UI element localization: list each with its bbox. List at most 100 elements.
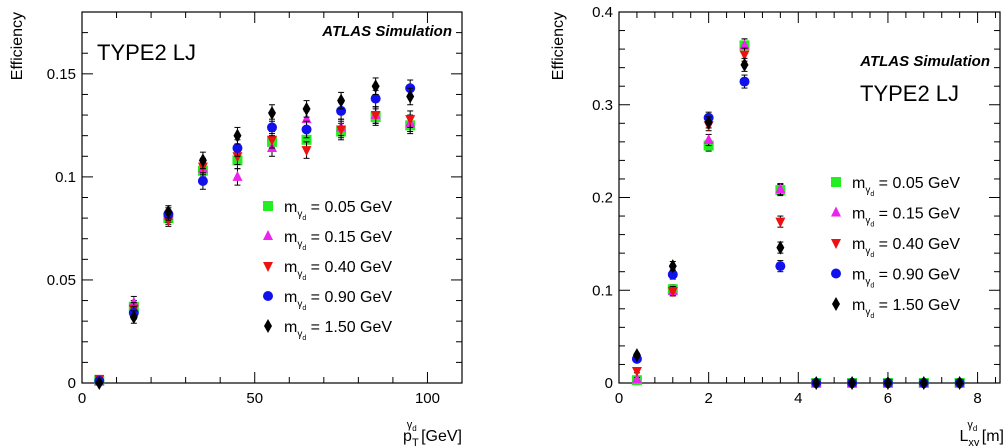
y-tick-label: 0.15 — [47, 66, 76, 83]
data-point — [267, 122, 277, 133]
y-tick-label: 0.1 — [592, 282, 613, 299]
atlas-watermark: ATLAS Simulation — [321, 23, 452, 40]
chart-panel-2: 0 2 4 6 8 0 0.1 0.2 0.3 0.4 Efficiency Lxyγd [m] TYP… — [550, 4, 1004, 446]
data-point — [812, 376, 821, 390]
data-point — [848, 376, 857, 390]
y-tick-label: 0 — [605, 375, 613, 392]
data-point — [164, 204, 173, 219]
x-tick-label: 100 — [415, 390, 440, 407]
data-point — [776, 240, 785, 255]
data-point — [667, 269, 678, 280]
legend-marker — [264, 319, 272, 333]
series-square — [94, 108, 416, 386]
data-point — [703, 133, 714, 144]
data-point — [405, 115, 416, 126]
x-tick-label: 8 — [973, 390, 981, 407]
panel-label: TYPE2 LJ — [97, 40, 196, 65]
legend-entry: mγd = 0.15 GeV — [284, 229, 392, 252]
series-diamond — [632, 57, 964, 390]
data-point — [232, 143, 243, 154]
legend-marker — [263, 291, 273, 301]
x-axis-title: Lxyγd [m] — [959, 419, 1004, 446]
y-tick-label: 0.1 — [55, 169, 76, 186]
data-point — [631, 366, 642, 377]
legend: mγd = 0.05 GeV mγd = 0.15 GeV mγd = 0.40 G… — [831, 175, 960, 320]
legend-entry: mγd = 0.90 GeV — [852, 267, 960, 290]
legend-entry: mγd = 0.40 GeV — [852, 236, 960, 259]
x-axis-title: pTγd [GeV] — [403, 419, 462, 446]
data-point — [740, 57, 749, 72]
data-point — [370, 93, 381, 104]
data-point — [667, 287, 678, 298]
x-tick-label: 50 — [246, 390, 263, 407]
legend-entry: mγd = 0.05 GeV — [284, 199, 392, 222]
data-point — [198, 153, 207, 168]
data-point — [95, 376, 104, 390]
data-point — [775, 261, 786, 272]
data-point — [301, 146, 312, 157]
x-tick-label: 0 — [78, 390, 86, 407]
data-point — [775, 183, 786, 194]
data-point — [302, 101, 311, 116]
data-point — [129, 310, 138, 325]
plot-frame — [81, 11, 463, 384]
data-point — [336, 125, 347, 136]
y-tick-label: 0 — [68, 375, 76, 392]
data-point — [301, 113, 312, 124]
legend-marker — [832, 297, 840, 311]
data-point — [370, 111, 381, 122]
legend-entry: mγd = 0.40 GeV — [284, 259, 392, 282]
data-point — [197, 176, 208, 187]
data-point — [128, 296, 139, 307]
data-point — [739, 76, 750, 87]
data-point — [233, 128, 242, 143]
data-point — [337, 93, 346, 108]
y-axis-title: Efficiency — [9, 12, 26, 80]
legend-marker — [263, 201, 273, 211]
legend: mγd = 0.05 GeV mγd = 0.15 GeV mγd = 0.40 G… — [263, 199, 392, 342]
y-tick-label: 0.05 — [47, 272, 76, 289]
data-point — [955, 376, 964, 390]
legend-marker — [831, 206, 841, 217]
legend-marker — [831, 177, 841, 187]
legend-marker — [831, 239, 841, 249]
legend-marker — [263, 262, 273, 272]
data-point — [739, 50, 750, 61]
data-point — [631, 373, 642, 384]
data-point — [301, 134, 312, 145]
data-point — [919, 376, 928, 390]
atlas-watermark: ATLAS Simulation — [859, 53, 990, 70]
data-point — [267, 135, 277, 146]
legend-entry: mγd = 0.90 GeV — [284, 289, 392, 312]
data-point — [775, 217, 786, 228]
data-point — [668, 259, 677, 274]
series-diamond — [95, 77, 415, 390]
x-tick-label: 6 — [884, 390, 892, 407]
legend-entry: mγd = 1.50 GeV — [284, 319, 392, 342]
y-tick-label: 0.3 — [592, 97, 613, 114]
data-point — [301, 124, 312, 135]
legend-marker — [263, 230, 273, 240]
x-tick-label: 4 — [794, 390, 802, 407]
data-point — [232, 152, 243, 163]
legend-entry: mγd = 0.15 GeV — [852, 206, 960, 229]
legend-marker — [831, 268, 841, 279]
data-point — [704, 115, 713, 130]
y-tick-label: 0.4 — [592, 4, 613, 21]
series-circle — [631, 74, 965, 388]
x-tick-label: 2 — [704, 390, 712, 407]
data-point — [163, 216, 174, 227]
legend-entry: mγd = 1.50 GeV — [852, 297, 960, 320]
chart-panel-1: 0 50 100 0 0.05 0.1 0.15 Efficiency pTγd [GeV] TY… — [9, 11, 463, 446]
data-point — [268, 105, 276, 120]
y-axis-title: Efficiency — [550, 12, 567, 80]
x-tick-label: 0 — [615, 390, 623, 407]
y-tick-label: 0.2 — [592, 190, 613, 207]
data-point — [883, 376, 892, 390]
data-point — [406, 89, 415, 104]
panel-label: TYPE2 LJ — [860, 81, 959, 106]
legend-entry: mγd = 0.05 GeV — [852, 175, 960, 198]
data-point — [371, 79, 380, 94]
data-point — [232, 170, 243, 181]
